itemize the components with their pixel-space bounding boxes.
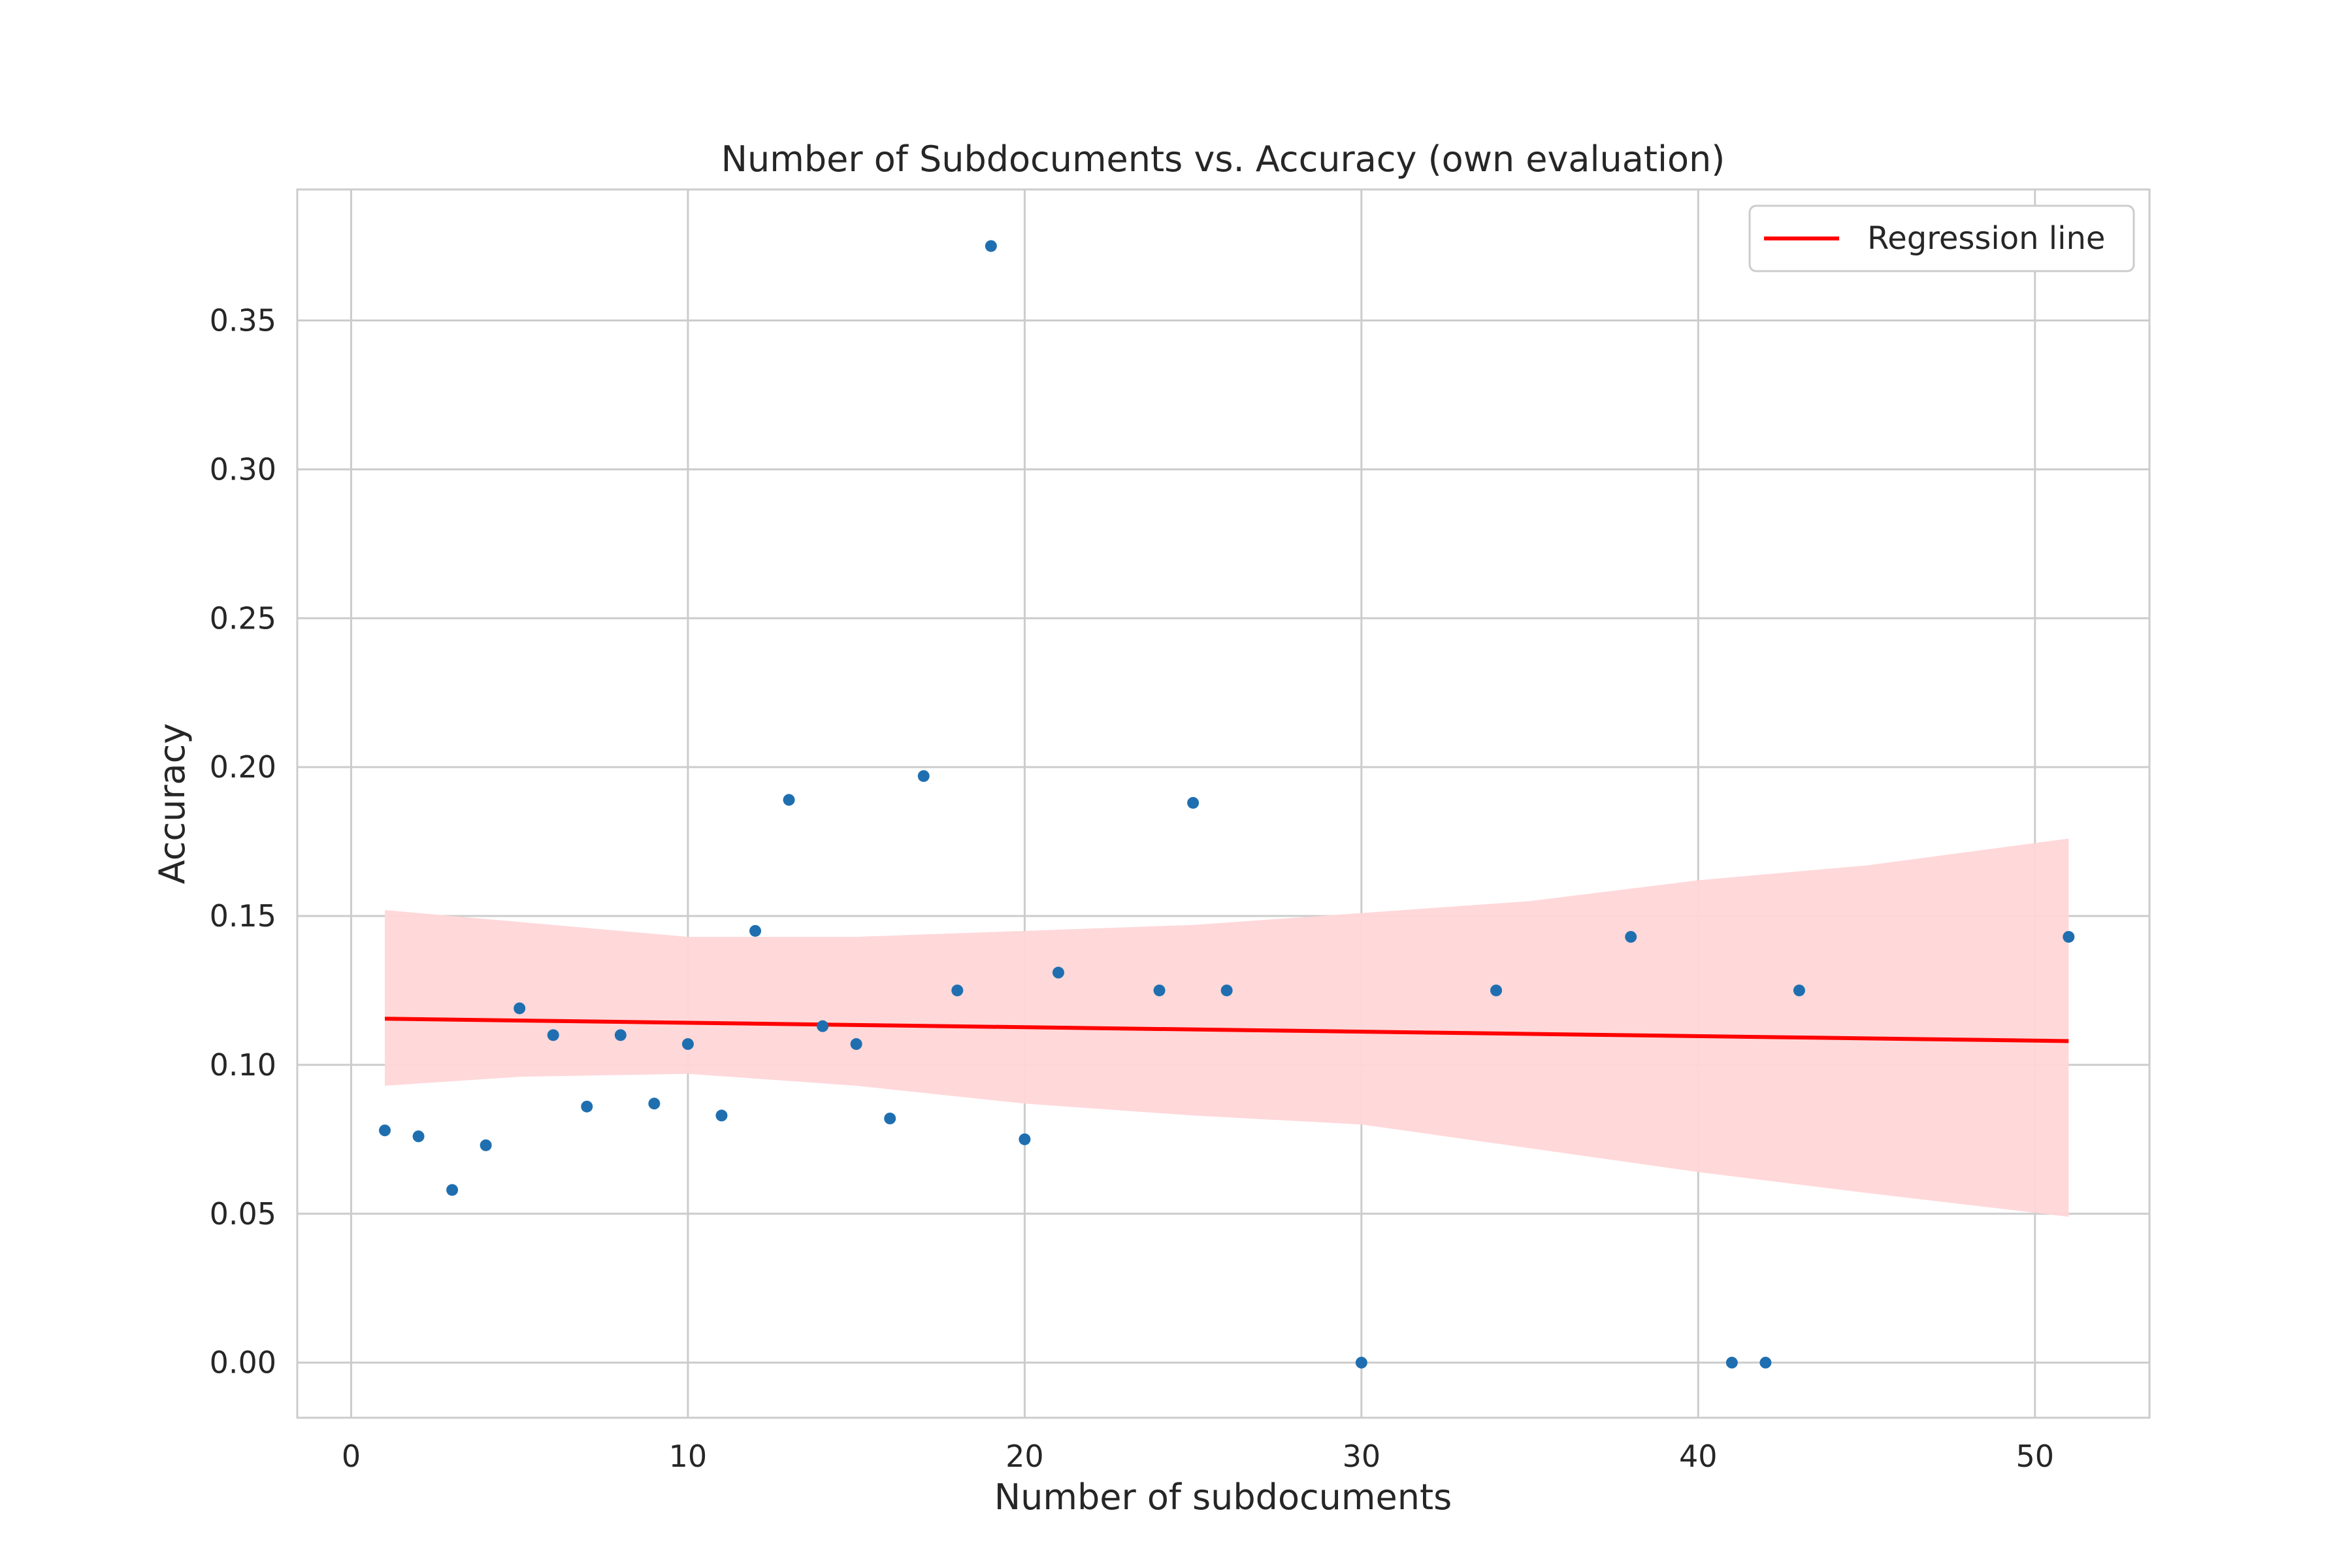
x-tick-label: 40 xyxy=(1679,1439,1718,1474)
regression-line xyxy=(384,1017,2069,1043)
y-tick-label: 0.15 xyxy=(210,898,276,934)
y-tick-labels: 0.00 0.05 0.10 0.15 0.20 0.25 0.30 0.35 xyxy=(210,303,276,1380)
data-point xyxy=(614,1029,627,1041)
data-point xyxy=(917,770,930,782)
data-point xyxy=(951,984,964,996)
y-tick-label: 0.35 xyxy=(210,303,276,338)
data-point xyxy=(715,1109,728,1122)
data-point xyxy=(850,1038,862,1051)
data-point xyxy=(581,1100,593,1113)
data-point xyxy=(1759,1356,1772,1369)
x-tick-label: 10 xyxy=(669,1439,708,1474)
data-point xyxy=(681,1038,694,1051)
data-point xyxy=(985,240,997,252)
y-tick-label: 0.25 xyxy=(210,600,276,636)
data-point xyxy=(648,1098,661,1110)
data-points xyxy=(379,240,2075,1369)
data-point xyxy=(884,1112,896,1124)
y-axis-label: Accuracy xyxy=(152,723,193,885)
legend: Regression line xyxy=(1748,204,2135,272)
data-point xyxy=(1052,966,1064,979)
x-tick-label: 50 xyxy=(2016,1439,2054,1474)
regression-line-layer xyxy=(384,1017,2069,1043)
plot-area-frame xyxy=(296,188,2151,1419)
data-point xyxy=(1490,984,1503,996)
data-point xyxy=(1153,984,1166,996)
data-point xyxy=(1187,796,1200,809)
legend-entry-regression-line: Regression line xyxy=(1867,220,2105,257)
y-tick-label: 0.20 xyxy=(210,749,276,785)
x-tick-label: 0 xyxy=(342,1439,361,1474)
data-point xyxy=(1355,1356,1367,1369)
data-point xyxy=(547,1029,559,1041)
data-point xyxy=(379,1124,391,1137)
y-tick-label: 0.30 xyxy=(210,451,276,487)
legend-box xyxy=(1748,204,2135,272)
x-axis-label: Number of subdocuments xyxy=(994,1477,1452,1518)
confidence-band xyxy=(385,838,2069,1217)
x-tick-label: 20 xyxy=(1005,1439,1044,1474)
data-point xyxy=(1725,1356,1738,1369)
data-point xyxy=(1019,1133,1031,1145)
data-point xyxy=(446,1184,459,1196)
data-point xyxy=(480,1139,492,1151)
data-point xyxy=(749,924,762,937)
x-tick-label: 30 xyxy=(1343,1439,1381,1474)
data-point xyxy=(1793,984,1805,996)
y-tick-label: 0.00 xyxy=(210,1345,276,1380)
y-tick-label: 0.10 xyxy=(210,1047,276,1083)
data-point xyxy=(514,1002,526,1015)
y-tick-label: 0.05 xyxy=(210,1196,276,1232)
data-point xyxy=(412,1130,425,1143)
x-tick-labels: 0 10 20 30 40 50 xyxy=(342,1439,2054,1474)
confidence-band-layer xyxy=(385,838,2069,1217)
data-point xyxy=(783,794,795,806)
chart-title: Number of Subdocuments vs. Accuracy (own… xyxy=(721,139,1725,180)
data-point xyxy=(817,1020,829,1032)
data-point xyxy=(1220,984,1233,996)
data-point xyxy=(2063,930,2075,943)
data-point xyxy=(1625,930,1637,943)
